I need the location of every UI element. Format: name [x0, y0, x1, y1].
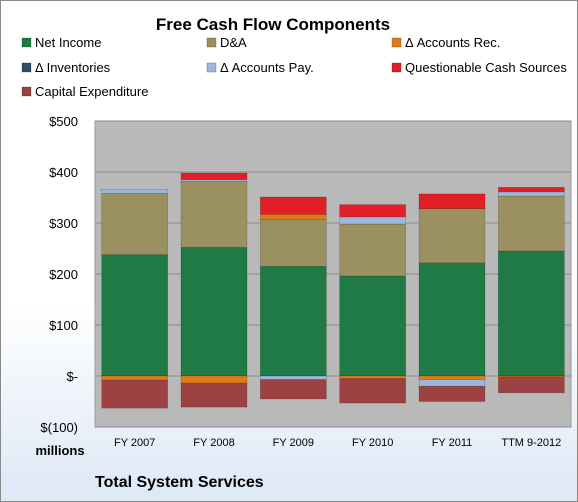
bar-segment-capital-expenditure: [260, 379, 327, 400]
legend-label: Δ Inventories: [35, 60, 111, 75]
bar-segment-d-a: [418, 208, 486, 264]
bar-segment-questionable-cash-sources: [418, 193, 486, 210]
bar-segment-accounts-rec: [418, 375, 486, 380]
bar-segment-net-income: [339, 275, 406, 377]
x-tick-label: FY 2011: [432, 437, 473, 449]
bar-segment-accounts-rec: [339, 375, 406, 379]
legend-swatch: [21, 62, 32, 73]
bar-segment-d-a: [260, 219, 327, 267]
bar-segment-net-income: [260, 266, 327, 377]
bar-segment-questionable-cash-sources: [498, 187, 565, 193]
y-tick-label: $300: [49, 216, 78, 231]
bar-segment-questionable-cash-sources: [180, 172, 248, 180]
x-tick-label: FY 2010: [352, 437, 393, 449]
bar-segment-accounts-rec: [180, 375, 248, 384]
legend-item-net-income: Net Income: [21, 35, 101, 50]
bar-segment-capital-expenditure: [418, 385, 486, 402]
y-tick-label: $100: [49, 318, 78, 333]
bar-segment-d-a: [101, 193, 168, 255]
legend-swatch: [391, 62, 402, 73]
bar-segment-accounts-pay: [101, 189, 168, 194]
legend-item-capital-expenditure: Capital Expenditure: [21, 84, 148, 99]
bar-segment-net-income: [498, 250, 565, 377]
legend-label: Net Income: [35, 35, 101, 50]
bars: [101, 172, 565, 409]
bar-segment-accounts-pay: [418, 379, 486, 387]
legend-swatch: [391, 37, 402, 48]
legend-swatch: [206, 62, 217, 73]
y-tick-label: $-: [66, 369, 78, 384]
bar-segment-capital-expenditure: [101, 379, 168, 409]
legend-label: D&A: [220, 35, 247, 50]
x-tick-label: FY 2008: [193, 437, 234, 449]
legend-label: Questionable Cash Sources: [405, 60, 567, 75]
legend-item-inventories: Δ Inventories: [21, 60, 111, 75]
legend-item-accounts-pay: Δ Accounts Pay.: [206, 60, 314, 75]
y-axis: $(100) $- $100 $200 $300 $400 $500: [40, 114, 78, 435]
legend-swatch: [21, 37, 32, 48]
y-tick-label: $400: [49, 165, 78, 180]
bar-segment-capital-expenditure: [339, 378, 406, 404]
x-tick-label: FY 2009: [273, 437, 314, 449]
bar-segment-accounts-pay: [498, 191, 565, 197]
bar-segment-accounts-pay: [260, 375, 327, 380]
chart-title: Free Cash Flow Components: [156, 15, 390, 34]
bar-segment-d-a: [498, 195, 565, 252]
bar-segment-capital-expenditure: [180, 382, 248, 408]
bar-segment-capital-expenditure: [498, 376, 565, 394]
legend-label: Capital Expenditure: [35, 84, 148, 99]
x-axis: FY 2007 FY 2008 FY 2009 FY 2010 FY 2011 TTM 9…: [114, 437, 561, 449]
legend-item-questionable-cash-sources: Questionable Cash Sources: [391, 60, 567, 75]
units-label: millions: [35, 443, 84, 458]
bar-segment-d-a: [339, 223, 406, 277]
bar-segment-accounts-pay: [339, 216, 406, 225]
bar-segment-net-income: [101, 254, 168, 377]
y-tick-label: $200: [49, 267, 78, 282]
bar-segment-net-income: [180, 247, 248, 377]
legend-label: Δ Accounts Rec.: [405, 35, 500, 50]
y-tick-label: $500: [49, 114, 78, 129]
legend-swatch: [21, 86, 32, 97]
legend-swatch: [206, 37, 217, 48]
legend-item-accounts-rec: Δ Accounts Rec.: [391, 35, 500, 50]
company-name: Total System Services: [95, 474, 264, 491]
x-tick-label: TTM 9-2012: [501, 437, 561, 449]
y-tick-label: $(100): [40, 420, 78, 435]
legend-label: Δ Accounts Pay.: [220, 60, 314, 75]
bar-segment-questionable-cash-sources: [260, 196, 327, 215]
bar-segment-net-income: [418, 262, 486, 377]
bar-segment-accounts-rec: [260, 214, 327, 220]
legend: Net Income D&A Δ Accounts Rec. Δ Inventorie…: [21, 35, 567, 99]
gridlines: [95, 120, 571, 428]
bar-segment-questionable-cash-sources: [339, 204, 406, 218]
x-tick-label: FY 2007: [114, 437, 155, 449]
bar-segment-d-a: [180, 180, 248, 248]
legend-item-d-a: D&A: [206, 35, 247, 50]
bar-segment-accounts-rec: [101, 375, 168, 381]
